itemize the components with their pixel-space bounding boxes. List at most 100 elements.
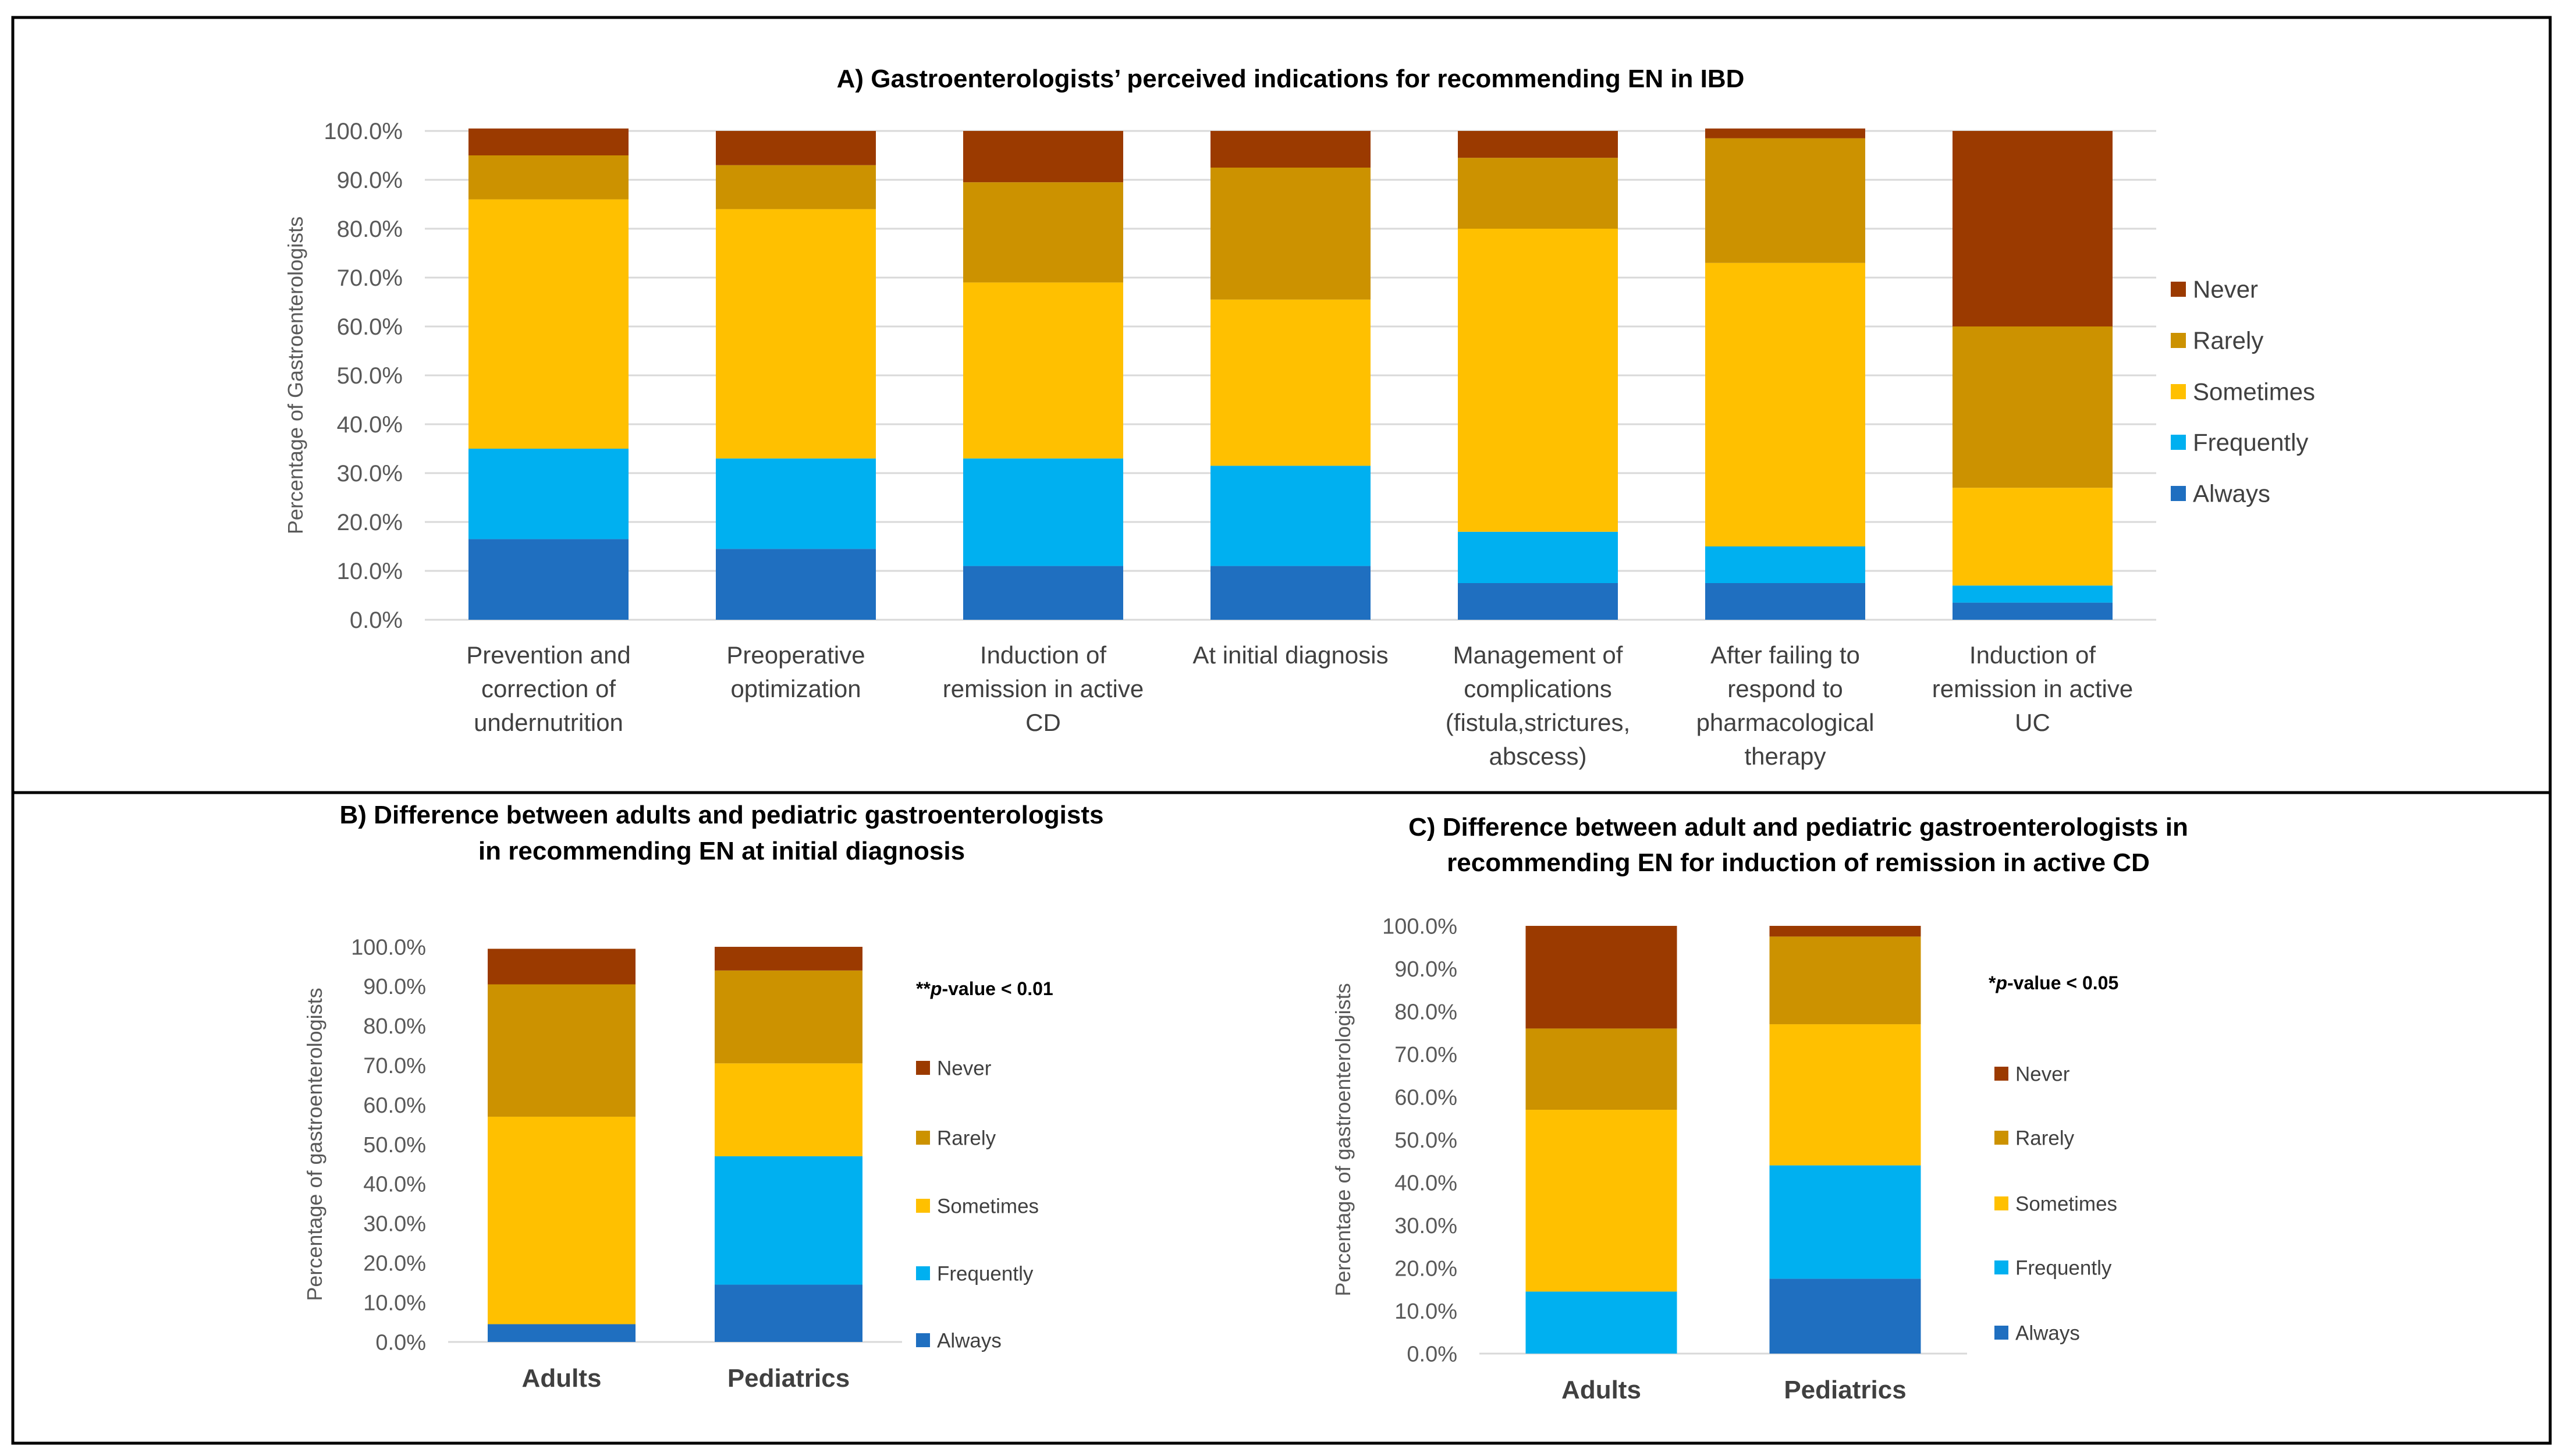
chart-c-legend-label-sometimes: Sometimes xyxy=(2015,1192,2117,1215)
chart-a-y-tick: 60.0% xyxy=(337,314,403,340)
chart-c-legend-swatch-frequently xyxy=(1994,1260,2008,1274)
chart-b-legend-swatch-sometimes xyxy=(916,1199,930,1213)
panel-b-chart: B) Difference between adults and pediatr… xyxy=(303,801,1103,1393)
chart-a-legend-swatch-always xyxy=(2171,486,2186,501)
chart-c-bar-frequently-1 xyxy=(1525,1291,1677,1354)
chart-a-ylabel: Percentage of Gastroenterologists xyxy=(283,216,307,534)
chart-b-y-tick: 70.0% xyxy=(363,1054,426,1078)
chart-b-bar-always-1 xyxy=(488,1324,636,1342)
chart-a-bar-never-3 xyxy=(963,131,1123,183)
chart-c-y-tick: 20.0% xyxy=(1394,1256,1457,1281)
chart-b-legend-swatch-rarely xyxy=(916,1131,930,1145)
chart-a-bar-sometimes-4 xyxy=(1210,299,1371,466)
chart-c-y-tick: 100.0% xyxy=(1382,914,1457,939)
chart-a-y-tick: 70.0% xyxy=(337,265,403,291)
chart-b-bar-frequently-2 xyxy=(715,1156,862,1285)
chart-a-bar-always-3 xyxy=(963,566,1123,620)
chart-b-y-tick: 40.0% xyxy=(363,1173,426,1197)
chart-a-y-tick: 20.0% xyxy=(337,510,403,535)
chart-a-bar-never-4 xyxy=(1210,131,1371,168)
chart-a-bar-sometimes-5 xyxy=(1458,229,1618,532)
chart-b-legend-label-rarely: Rarely xyxy=(937,1127,996,1149)
chart-c-y-tick: 10.0% xyxy=(1394,1299,1457,1324)
chart-a-legend-swatch-sometimes xyxy=(2171,384,2186,399)
chart-a-category-label: Prevention and correction of undernutritio… xyxy=(466,641,631,736)
chart-a-bar-always-2 xyxy=(716,549,876,620)
chart-a-category-label: After failing to respond to pharmacologica… xyxy=(1696,641,1875,770)
chart-a-legend-label-never: Never xyxy=(2193,276,2258,303)
chart-c-bar-never-2 xyxy=(1769,926,1921,937)
chart-a-bar-rarely-6 xyxy=(1705,138,1865,263)
chart-a-y-tick: 90.0% xyxy=(337,168,403,193)
chart-a-category-label: At initial diagnosis xyxy=(1192,641,1388,669)
chart-c-legend-label-frequently: Frequently xyxy=(2015,1256,2112,1279)
chart-a-bar-frequently-3 xyxy=(963,458,1123,566)
chart-b-y-tick: 80.0% xyxy=(363,1014,426,1039)
chart-a-category-label: Preoperative optimization xyxy=(726,641,865,702)
chart-b-legend-swatch-always xyxy=(916,1333,930,1347)
chart-a-bar-frequently-6 xyxy=(1705,546,1865,583)
chart-b-bar-sometimes-2 xyxy=(715,1063,862,1156)
chart-c-legend-swatch-rarely xyxy=(1994,1131,2008,1145)
chart-b-y-tick: 10.0% xyxy=(363,1291,426,1315)
chart-c-p-value-annotation: *p-value < 0.05 xyxy=(1989,972,2118,993)
chart-b-bar-never-2 xyxy=(715,947,862,971)
chart-c-legend-swatch-sometimes xyxy=(1994,1196,2008,1210)
panel-c-chart: C) Difference between adult and pediatri… xyxy=(1331,813,2188,1404)
chart-a-bar-never-5 xyxy=(1458,131,1618,158)
chart-b-bar-rarely-1 xyxy=(488,984,636,1117)
chart-c-bar-sometimes-2 xyxy=(1769,1024,1921,1166)
chart-a-bar-never-7 xyxy=(1953,131,2113,326)
chart-c-y-tick: 70.0% xyxy=(1394,1043,1457,1067)
chart-b-title-line-2: in recommending EN at initial diagnosis xyxy=(478,837,965,865)
chart-b-y-tick: 50.0% xyxy=(363,1133,426,1157)
chart-b-category-label: Adults xyxy=(522,1364,602,1393)
chart-a-y-tick: 80.0% xyxy=(337,216,403,242)
chart-a-y-tick: 40.0% xyxy=(337,412,403,438)
chart-c-title-line-2: recommending EN for induction of remissi… xyxy=(1447,848,2150,877)
chart-b-ylabel: Percentage of gastroenterologists xyxy=(303,988,326,1301)
chart-c-bar-sometimes-1 xyxy=(1525,1110,1677,1292)
chart-a-bar-always-7 xyxy=(1953,602,2113,620)
chart-c-bar-rarely-1 xyxy=(1525,1028,1677,1110)
chart-c-category-label: Adults xyxy=(1561,1376,1641,1404)
chart-c-y-tick: 0.0% xyxy=(1407,1342,1457,1366)
chart-a-legend-label-frequently: Frequently xyxy=(2193,429,2308,456)
chart-b-category-label: Pediatrics xyxy=(727,1364,850,1393)
chart-a-bar-sometimes-6 xyxy=(1705,262,1865,546)
chart-a-bar-rarely-3 xyxy=(963,182,1123,283)
chart-a-y-tick: 100.0% xyxy=(324,119,403,144)
chart-b-legend-label-never: Never xyxy=(937,1057,992,1079)
panel-a-chart: A) Gastroenterologists’ perceived indica… xyxy=(283,65,2315,770)
chart-a-bar-sometimes-3 xyxy=(963,282,1123,459)
chart-a-category-label: Induction of remission in active UC xyxy=(1932,641,2133,736)
chart-a-bar-frequently-5 xyxy=(1458,531,1618,583)
chart-c-category-label: Pediatrics xyxy=(1784,1376,1906,1404)
chart-a-y-tick: 10.0% xyxy=(337,559,403,584)
chart-b-legend-swatch-frequently xyxy=(916,1266,930,1280)
chart-b-y-tick: 30.0% xyxy=(363,1212,426,1237)
chart-a-legend-swatch-frequently xyxy=(2171,435,2186,450)
chart-b-legend-label-sometimes: Sometimes xyxy=(937,1195,1039,1217)
chart-a-bar-always-5 xyxy=(1458,583,1618,620)
chart-c-y-tick: 90.0% xyxy=(1394,957,1457,982)
chart-a-legend-label-sometimes: Sometimes xyxy=(2193,378,2315,406)
chart-a-bar-always-1 xyxy=(468,539,629,620)
chart-a-bar-rarely-5 xyxy=(1458,158,1618,229)
chart-c-legend-label-always: Always xyxy=(2015,1322,2080,1344)
chart-b-y-tick: 100.0% xyxy=(351,935,426,960)
chart-b-legend-label-frequently: Frequently xyxy=(937,1262,1034,1285)
chart-c-ylabel: Percentage of gastroenterologists xyxy=(1331,983,1355,1296)
chart-c-legend-swatch-always xyxy=(1994,1326,2008,1340)
chart-c-bar-always-2 xyxy=(1769,1279,1921,1354)
chart-a-bar-never-1 xyxy=(468,128,629,155)
chart-a-bar-frequently-7 xyxy=(1953,585,2113,603)
chart-a-bar-sometimes-1 xyxy=(468,199,629,449)
chart-a-bar-rarely-4 xyxy=(1210,168,1371,300)
chart-a-legend-label-rarely: Rarely xyxy=(2193,327,2263,354)
chart-b-bar-sometimes-1 xyxy=(488,1116,636,1324)
chart-c-y-tick: 50.0% xyxy=(1394,1128,1457,1153)
chart-c-bar-frequently-2 xyxy=(1769,1165,1921,1279)
chart-a-legend-swatch-rarely xyxy=(2171,333,2186,348)
